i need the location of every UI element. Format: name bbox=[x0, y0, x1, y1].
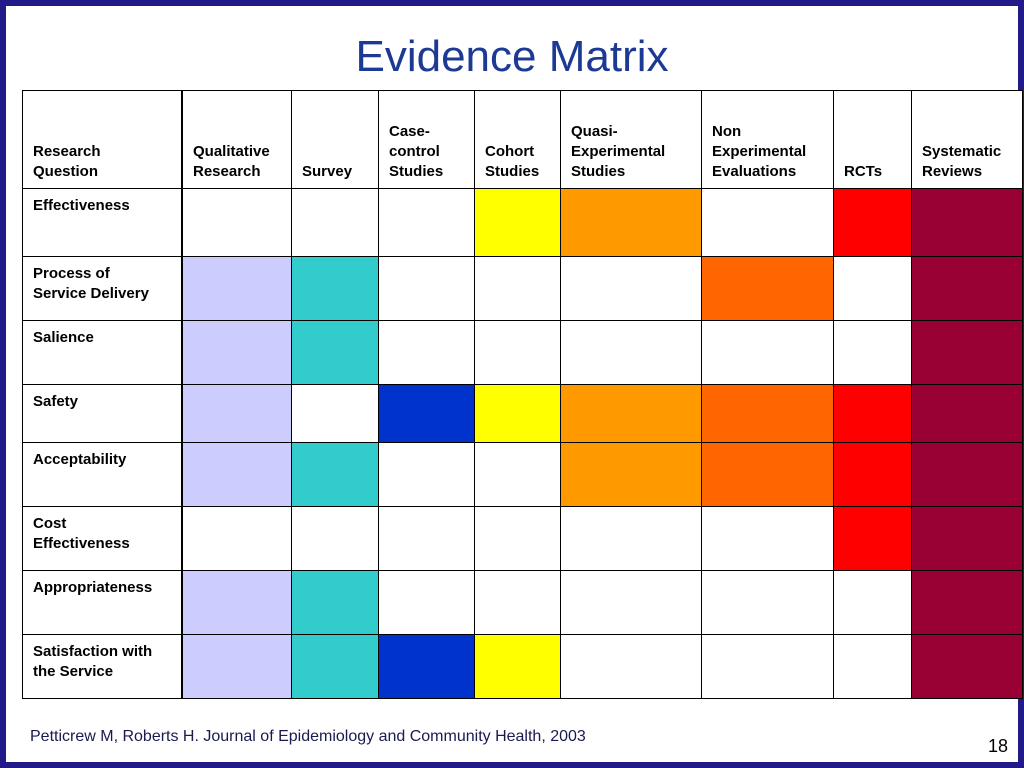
matrix-cell bbox=[183, 189, 292, 257]
matrix-cell bbox=[379, 635, 475, 699]
matrix-cell bbox=[379, 189, 475, 257]
matrix-cell bbox=[912, 321, 1023, 385]
citation-footer: Petticrew M, Roberts H. Journal of Epide… bbox=[30, 728, 586, 745]
matrix-cell bbox=[561, 321, 702, 385]
matrix-cell bbox=[183, 321, 292, 385]
matrix-cell bbox=[702, 507, 834, 571]
matrix-cell bbox=[912, 635, 1023, 699]
matrix-cell bbox=[379, 385, 475, 443]
matrix-cell bbox=[379, 443, 475, 507]
matrix-cell bbox=[183, 257, 292, 321]
matrix-cell bbox=[379, 571, 475, 635]
row-label: Satisfaction with the Service bbox=[23, 635, 183, 699]
matrix-cell bbox=[912, 385, 1023, 443]
matrix-cell bbox=[834, 321, 912, 385]
matrix-cell bbox=[561, 385, 702, 443]
matrix-cell bbox=[475, 321, 561, 385]
matrix-cell bbox=[292, 189, 379, 257]
matrix-cell bbox=[561, 507, 702, 571]
matrix-cell bbox=[379, 321, 475, 385]
matrix-cell bbox=[702, 321, 834, 385]
matrix-cell bbox=[292, 321, 379, 385]
matrix-cell bbox=[292, 507, 379, 571]
matrix-cell bbox=[475, 507, 561, 571]
row-label: Appropriateness bbox=[23, 571, 183, 635]
matrix-cell bbox=[561, 189, 702, 257]
column-header: Survey bbox=[292, 91, 379, 189]
matrix-cell bbox=[702, 635, 834, 699]
matrix-cell bbox=[475, 385, 561, 443]
column-header: Systematic Reviews bbox=[912, 91, 1023, 189]
column-header: Quasi- Experimental Studies bbox=[561, 91, 702, 189]
matrix-cell bbox=[183, 385, 292, 443]
matrix-cell bbox=[561, 443, 702, 507]
matrix-cell bbox=[912, 443, 1023, 507]
matrix-cell bbox=[912, 507, 1023, 571]
column-header: Research Question bbox=[23, 91, 183, 189]
matrix-cell bbox=[183, 571, 292, 635]
column-header: Case- control Studies bbox=[379, 91, 475, 189]
matrix-cell bbox=[292, 443, 379, 507]
matrix-cell bbox=[292, 571, 379, 635]
evidence-matrix-table: Research Question Qualitative Research Sur… bbox=[22, 90, 1023, 699]
matrix-cell bbox=[834, 257, 912, 321]
matrix-cell bbox=[561, 571, 702, 635]
row-label: Effectiveness bbox=[23, 189, 183, 257]
matrix-cell bbox=[379, 507, 475, 571]
matrix-cell bbox=[183, 443, 292, 507]
matrix-cell bbox=[475, 443, 561, 507]
matrix-cell bbox=[702, 443, 834, 507]
matrix-cell bbox=[834, 507, 912, 571]
matrix-cell bbox=[834, 189, 912, 257]
matrix-cell bbox=[292, 385, 379, 443]
matrix-cell bbox=[912, 189, 1023, 257]
matrix-cell bbox=[475, 189, 561, 257]
matrix-cell bbox=[561, 257, 702, 321]
matrix-cell bbox=[702, 385, 834, 443]
matrix-cell bbox=[379, 257, 475, 321]
matrix-cell bbox=[475, 257, 561, 321]
matrix-cell bbox=[702, 189, 834, 257]
row-label: Safety bbox=[23, 385, 183, 443]
matrix-cell bbox=[183, 635, 292, 699]
slide-title: Evidence Matrix bbox=[355, 32, 669, 81]
matrix-cell bbox=[912, 571, 1023, 635]
row-label: Cost Effectiveness bbox=[23, 507, 183, 571]
matrix-cell bbox=[292, 635, 379, 699]
page-number: 18 bbox=[987, 736, 1008, 756]
row-label: Acceptability bbox=[23, 443, 183, 507]
matrix-cell bbox=[475, 571, 561, 635]
matrix-cell bbox=[834, 443, 912, 507]
matrix-cell bbox=[834, 635, 912, 699]
matrix-cell bbox=[475, 635, 561, 699]
matrix-cell bbox=[834, 571, 912, 635]
column-header: Cohort Studies bbox=[475, 91, 561, 189]
matrix-cell bbox=[702, 571, 834, 635]
row-label: Process of Service Delivery bbox=[23, 257, 183, 321]
row-label: Salience bbox=[23, 321, 183, 385]
matrix-cell bbox=[912, 257, 1023, 321]
matrix-cell bbox=[292, 257, 379, 321]
matrix-cell bbox=[561, 635, 702, 699]
matrix-cell bbox=[183, 507, 292, 571]
matrix-cell bbox=[702, 257, 834, 321]
column-header: Qualitative Research bbox=[183, 91, 292, 189]
column-header: Non Experimental Evaluations bbox=[702, 91, 834, 189]
matrix-cell bbox=[834, 385, 912, 443]
column-header: RCTs bbox=[834, 91, 912, 189]
